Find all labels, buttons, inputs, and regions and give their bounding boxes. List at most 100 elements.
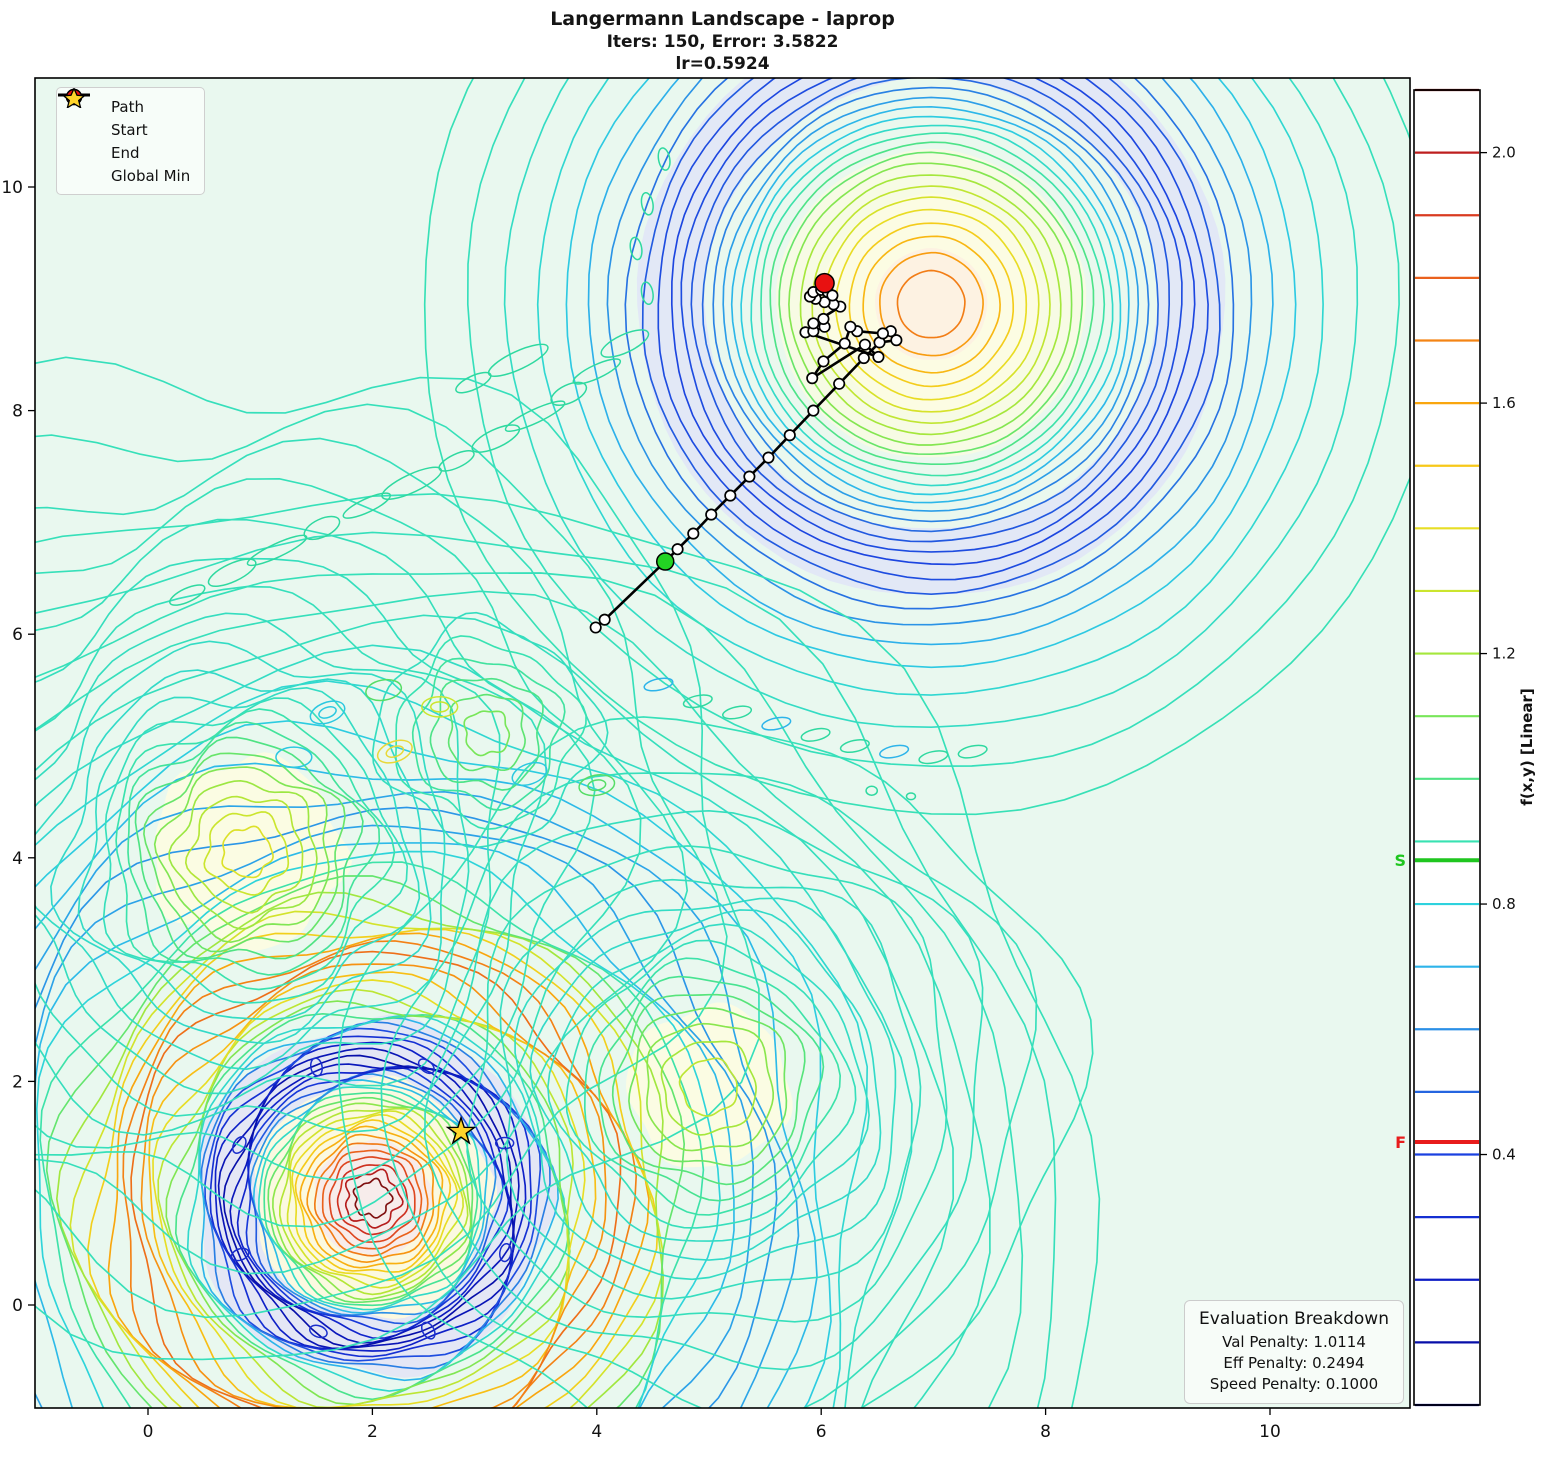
- contour-blob: [640, 281, 654, 306]
- x-tick-label: 4: [591, 1422, 602, 1442]
- contour-line: [221, 825, 274, 879]
- colorbar-axis-label: f(x,y) [Linear]: [1518, 688, 1536, 806]
- chart-title: Langermann Landscape - laprop Iters: 150…: [35, 8, 1410, 75]
- contour-line: [799, 174, 1062, 436]
- y-tick-label: 8: [12, 402, 23, 422]
- contour-line: [35, 644, 913, 1408]
- legend-item-end: End: [65, 88, 190, 164]
- path-point-marker: [687, 527, 700, 540]
- contour-line: [646, 1022, 775, 1152]
- contour-line: [122, 940, 638, 1408]
- title-line-1: Langermann Landscape - laprop: [550, 8, 895, 30]
- contour-line: [395, 635, 587, 831]
- path-point-marker: [844, 320, 857, 333]
- contour-line: [740, 115, 1122, 496]
- contour-blob: [376, 739, 413, 764]
- colorbar-background: [1414, 90, 1480, 1405]
- contour-line: [130, 950, 622, 1408]
- contour-blob: [682, 694, 713, 709]
- contour-line: [35, 612, 470, 1095]
- contour-line: [286, 1110, 464, 1289]
- contour-blob: [309, 700, 346, 725]
- contour-line: [848, 222, 1015, 388]
- contour-blob: [417, 1058, 435, 1075]
- contour-line: [423, 78, 1410, 816]
- path-point-marker: [807, 317, 820, 330]
- contour-line: [338, 716, 1094, 1408]
- contour-line: [35, 850, 721, 1408]
- contour-line: [35, 572, 1024, 1408]
- legend-label-path: Path: [111, 97, 144, 116]
- path-point-marker: [598, 613, 611, 626]
- contour-line: [503, 78, 1359, 729]
- contour-line: [203, 811, 290, 896]
- contour-blob: [550, 381, 588, 407]
- contour-line: [157, 988, 574, 1408]
- contour-line: [35, 640, 446, 1071]
- contour-line: [788, 162, 1073, 446]
- contour-blob: [865, 785, 879, 796]
- path-point-marker: [705, 508, 718, 521]
- legend-item-global-min: Global Min: [61, 88, 190, 187]
- contour-line: [606, 78, 1253, 626]
- contour-line: [153, 766, 330, 944]
- contour-line: [547, 923, 870, 1242]
- contour-line: [380, 772, 1038, 1408]
- contour-blob: [905, 792, 917, 801]
- contour-blob: [761, 716, 792, 731]
- contour-blob: [957, 744, 988, 759]
- contour-line: [657, 78, 1209, 581]
- contour-line: [143, 752, 346, 953]
- contour-line: [45, 875, 686, 1408]
- contour-line: [411, 657, 566, 811]
- contour-line: [862, 235, 1001, 374]
- contour-line: [463, 710, 511, 757]
- colorbar-start-label: S: [1394, 851, 1406, 870]
- evaluation-breakdown-box: Evaluation Breakdown Val Penalty: 1.0114…: [1184, 1300, 1404, 1404]
- y-tick-label: 2: [12, 1072, 23, 1092]
- contour-line: [624, 78, 1235, 610]
- contour-line: [778, 151, 1084, 456]
- contour-blob: [169, 584, 206, 606]
- x-tick-label: 10: [1259, 1422, 1281, 1442]
- path-point-marker: [806, 372, 819, 385]
- contour-line: [69, 910, 664, 1408]
- x-tick-label: 6: [816, 1422, 827, 1442]
- contour-line: [299, 1125, 444, 1269]
- contour-line: [536, 78, 1324, 696]
- contour-line: [39, 861, 705, 1408]
- contour-blob: [722, 705, 753, 720]
- contour-blob: [455, 371, 492, 394]
- path-point-marker: [876, 327, 889, 340]
- contour-line: [209, 1035, 532, 1358]
- contour-blob: [421, 696, 459, 718]
- contour-blob: [600, 329, 650, 358]
- start-point-marker: [655, 552, 675, 571]
- contour-line: [263, 1091, 479, 1307]
- contour-line: [879, 251, 984, 357]
- title-line-3: lr=0.5924: [675, 54, 770, 74]
- contour-line: [641, 78, 1221, 596]
- contour-line: [152, 979, 586, 1408]
- contour-line: [35, 842, 735, 1408]
- contour-line: [229, 1063, 515, 1344]
- contour-line: [35, 518, 596, 1181]
- contour-line: [722, 96, 1140, 512]
- contour-line: [35, 762, 818, 1408]
- contour-blob: [487, 343, 549, 377]
- contour-line: [35, 806, 778, 1408]
- contour-line: [35, 614, 955, 1408]
- speed-penalty-value: Speed Penalty: 0.1000: [1209, 1375, 1379, 1393]
- contour-blob: [800, 727, 831, 742]
- contour-blob: [246, 534, 308, 567]
- contour-blob: [230, 1247, 250, 1262]
- contour-blob: [572, 358, 622, 385]
- path-point-marker: [890, 334, 903, 347]
- contour-line: [583, 957, 842, 1216]
- y-tick-label: 10: [1, 178, 23, 198]
- contour-line: [184, 795, 304, 914]
- global-min-star: [445, 1115, 477, 1145]
- colorbar-tick-label: 0.8: [1492, 895, 1516, 913]
- contour-line: [245, 1065, 510, 1333]
